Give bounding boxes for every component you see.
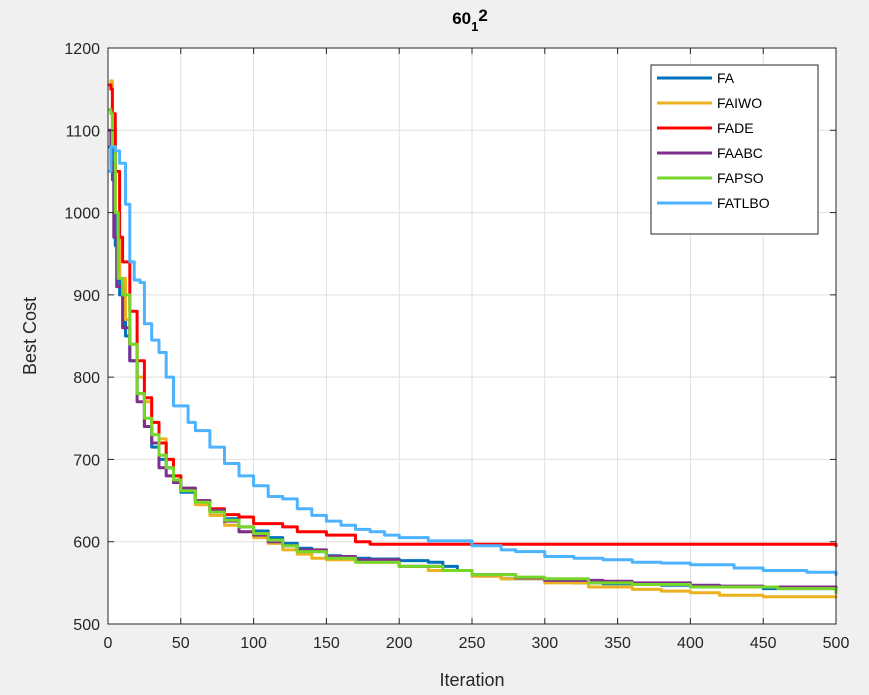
legend: FA FAIWO FADE FAABC FAPSO FATLBO xyxy=(650,64,819,235)
x-tick-label: 100 xyxy=(240,635,267,652)
legend-label-fapso: FAPSO xyxy=(717,170,764,186)
x-tick-label: 300 xyxy=(531,635,558,652)
x-tick-label: 500 xyxy=(823,635,850,652)
y-tick-label: 600 xyxy=(73,535,100,552)
legend-label-fade: FADE xyxy=(717,120,754,136)
x-tick-label: 450 xyxy=(750,635,777,652)
x-tick-label: 150 xyxy=(313,635,340,652)
y-tick-label: 700 xyxy=(73,452,100,469)
x-tick-label: 0 xyxy=(104,635,113,652)
x-axis-label: Iteration xyxy=(439,670,504,690)
legend-box xyxy=(650,64,819,235)
y-tick-label: 1100 xyxy=(66,123,101,140)
series-line-fatlbo xyxy=(108,145,838,577)
y-tick-label: 1200 xyxy=(64,41,100,58)
x-tick-label: 50 xyxy=(172,635,190,652)
y-tick-label: 800 xyxy=(73,370,100,387)
legend-label-fa: FA xyxy=(717,70,735,86)
x-tick-label: 200 xyxy=(386,635,413,652)
series-lines xyxy=(108,79,838,599)
chart-title: 6012 xyxy=(452,6,488,34)
y-tick-label: 1000 xyxy=(64,206,100,223)
axis-ticks: 0 50 100 150 200 250 300 350 400 450 500 500 600 700 8… xyxy=(64,41,849,652)
chart-title-subscript: 1 xyxy=(471,19,478,34)
y-tick-label: 900 xyxy=(73,288,100,305)
legend-label-faiwo: FAIWO xyxy=(717,95,762,111)
series-line-fapso xyxy=(108,108,838,595)
y-axis-label: Best Cost xyxy=(20,297,40,375)
x-tick-label: 250 xyxy=(459,635,486,652)
legend-label-fatlbo: FATLBO xyxy=(717,195,770,211)
chart-title-main: 60 xyxy=(452,9,471,28)
x-tick-label: 400 xyxy=(677,635,704,652)
legend-label-faabc: FAABC xyxy=(717,145,763,161)
chart-title-superscript: 2 xyxy=(478,6,487,25)
x-tick-label: 350 xyxy=(604,635,631,652)
y-tick-label: 500 xyxy=(73,617,100,634)
